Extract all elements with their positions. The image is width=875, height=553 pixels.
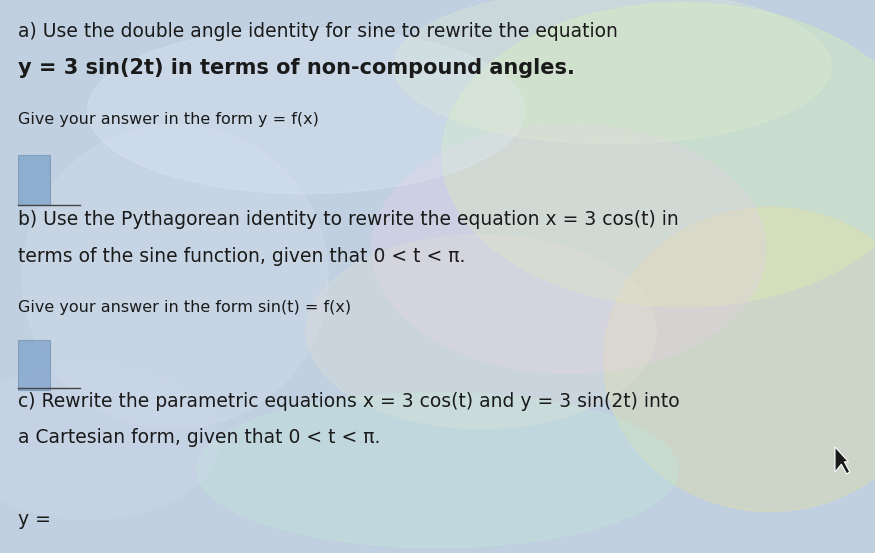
Bar	[18, 155, 50, 205]
Text: y = 3 sin(2t) in terms of non-compound angles.: y = 3 sin(2t) in terms of non-compound a…	[18, 58, 575, 78]
Text: a) Use the double angle identity for sine to rewrite the equation: a) Use the double angle identity for sin…	[18, 22, 618, 41]
Ellipse shape	[306, 235, 656, 429]
Text: Give your answer in the form y = f(x): Give your answer in the form y = f(x)	[18, 112, 318, 127]
Ellipse shape	[604, 207, 875, 512]
Bar	[18, 340, 50, 390]
Ellipse shape	[88, 28, 525, 194]
Text: Give your answer in the form sin(t) = f(x): Give your answer in the form sin(t) = f(…	[18, 300, 351, 315]
Ellipse shape	[197, 393, 678, 547]
Ellipse shape	[22, 124, 328, 429]
Text: y =: y =	[18, 510, 51, 529]
Ellipse shape	[0, 365, 219, 520]
Ellipse shape	[442, 3, 875, 307]
Text: b) Use the Pythagorean identity to rewrite the equation x = 3 cos(t) in: b) Use the Pythagorean identity to rewri…	[18, 210, 679, 229]
Text: terms of the sine function, given that 0 < t < π.: terms of the sine function, given that 0…	[18, 247, 466, 266]
Polygon shape	[835, 447, 850, 474]
Ellipse shape	[372, 124, 766, 373]
Text: c) Rewrite the parametric equations x = 3 cos(t) and y = 3 sin(2t) into: c) Rewrite the parametric equations x = …	[18, 392, 680, 411]
Ellipse shape	[394, 0, 831, 144]
Text: a Cartesian form, given that 0 < t < π.: a Cartesian form, given that 0 < t < π.	[18, 428, 381, 447]
